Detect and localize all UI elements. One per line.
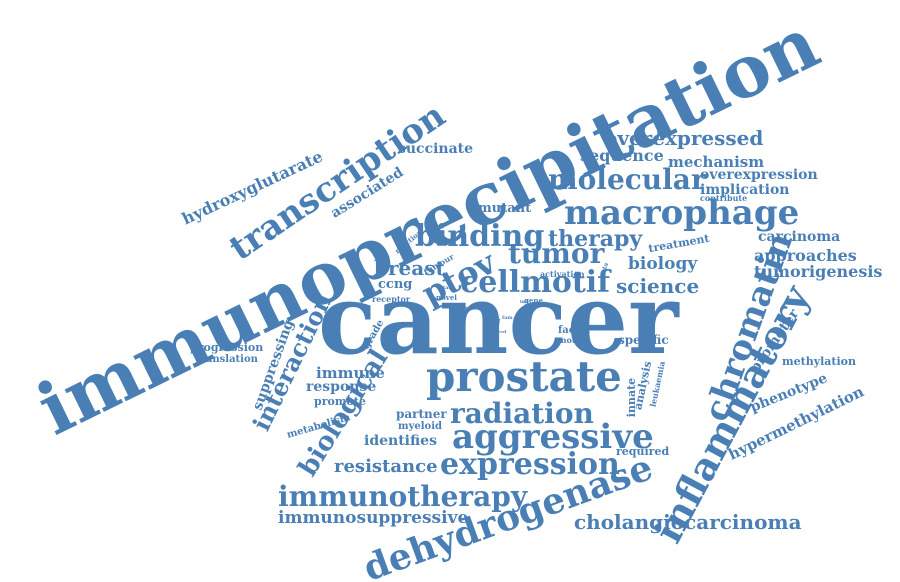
word-immunotherapy: immunotherapy (278, 480, 528, 513)
word-prostate: prostate (426, 352, 622, 401)
word-succinate: succinate (398, 141, 474, 157)
word-overexpression: overexpression (700, 167, 818, 183)
word-activation: activation (540, 269, 585, 279)
word-factor: factor (558, 325, 592, 336)
word-science: science (616, 274, 700, 298)
word-specific: specific (618, 333, 669, 347)
word-breast: breast (374, 256, 445, 280)
word-mutant: mutant (478, 201, 532, 216)
word-receptor: receptor (372, 294, 411, 304)
word-approaches: approaches (754, 246, 857, 265)
word-ccng: ccng (378, 277, 413, 292)
word-state: state (440, 285, 454, 291)
word-link: link (520, 299, 529, 304)
word-carcinoma: carcinoma (758, 229, 841, 245)
word-immune: immune (316, 364, 385, 382)
word-methylation: methylation (782, 355, 857, 368)
word-tumor: tumor (508, 237, 605, 270)
word-colon: colon (520, 339, 533, 344)
word-mechanism: mechanism (668, 153, 765, 171)
word-cholangiocarcinoma: cholangiocarcinoma (574, 510, 802, 534)
word-identifies: identifies (364, 433, 437, 449)
word-treatment: treatment (647, 231, 711, 256)
word-mouse: mouse (558, 335, 588, 345)
word-cellmotif: cellmotif (460, 265, 611, 300)
word-radiation: radiation (450, 397, 594, 430)
word-promote: promote (314, 395, 366, 408)
word-level: level (496, 329, 507, 334)
word-implication: implication (700, 182, 790, 198)
word-binding: binding (415, 219, 545, 254)
word-resistance: resistance (334, 456, 438, 477)
word-fam: fam (502, 315, 513, 321)
word-partner: partner (396, 407, 447, 421)
word-progression: progression (190, 341, 264, 354)
word-molecular: molecular (548, 163, 706, 196)
word-myeloid: myeloid (398, 421, 443, 432)
word-response: response (306, 379, 377, 395)
word-novel: novel (436, 293, 457, 302)
word-translation: translation (196, 354, 258, 365)
word-aggressive: aggressive (452, 417, 654, 457)
word-therapy: therapy (548, 226, 643, 252)
word-macrophage: macrophage (564, 193, 800, 233)
word-immunosuppressive: immunosuppressive (278, 508, 469, 528)
word-cancer: cancer (318, 263, 679, 376)
word-biology: biology (628, 254, 698, 274)
word-gene: gene (524, 296, 543, 305)
word-tumorigenesis: tumorigenesis (754, 262, 883, 281)
word-contribute: contribute (700, 193, 748, 203)
word-required: required (616, 445, 670, 458)
word-sequence: sequence (580, 146, 664, 165)
word-overexpressed: overexpressed (604, 126, 764, 150)
word-expression: expression (440, 447, 620, 482)
